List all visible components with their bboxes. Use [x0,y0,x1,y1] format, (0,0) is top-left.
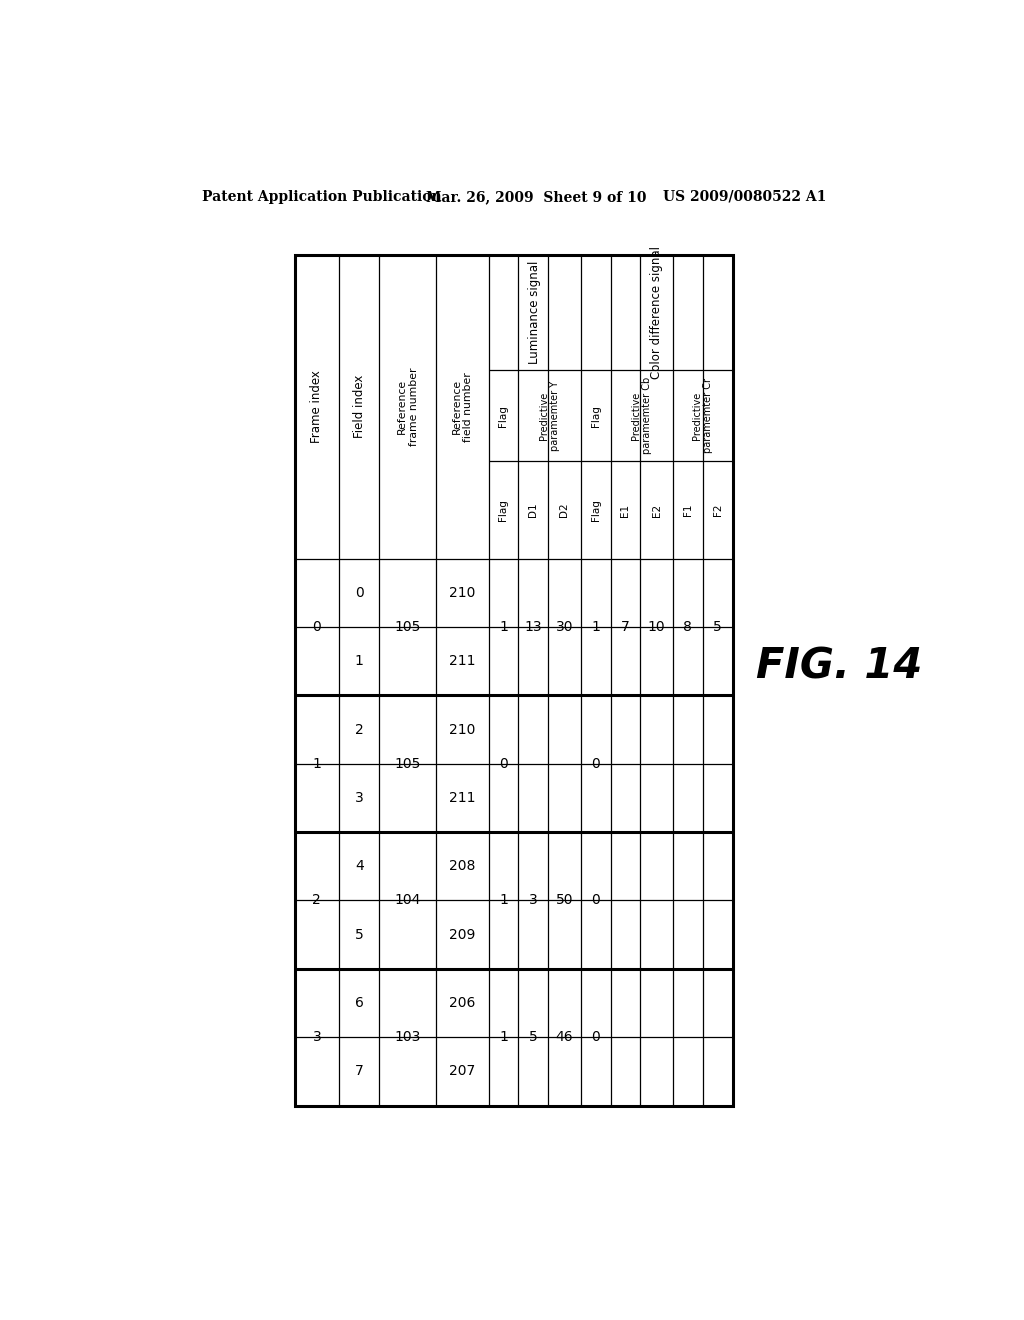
Text: Predictive
paramemter Cr: Predictive paramemter Cr [692,379,714,453]
Text: 1: 1 [499,620,508,634]
Text: Predictive
paramemter Y: Predictive paramemter Y [539,380,560,451]
Text: 5: 5 [529,1030,538,1044]
Text: Field index: Field index [352,375,366,438]
Text: 104: 104 [394,894,421,907]
Text: 7: 7 [355,1064,364,1078]
Text: Predictive
paramemter Cb: Predictive paramemter Cb [631,378,652,454]
Text: 4: 4 [355,859,364,874]
Text: 3: 3 [529,894,538,907]
Text: D1: D1 [528,503,539,517]
Text: Flag: Flag [499,499,509,521]
Text: 207: 207 [450,1064,475,1078]
Text: 1: 1 [499,1030,508,1044]
Text: F2: F2 [713,504,723,516]
Text: FIG. 14: FIG. 14 [756,645,923,688]
Text: 2: 2 [355,722,364,737]
Text: Flag: Flag [591,405,600,426]
Text: 206: 206 [450,997,475,1010]
Text: 210: 210 [450,586,475,601]
Text: E1: E1 [621,503,631,516]
Text: 5: 5 [355,928,364,941]
Text: 103: 103 [394,1030,421,1044]
Bar [295,255,732,1106]
Text: 211: 211 [449,655,475,668]
Text: 1: 1 [499,894,508,907]
Text: 0: 0 [591,894,600,907]
Text: 30: 30 [556,620,573,634]
Text: Flag: Flag [499,405,509,426]
Text: 3: 3 [355,791,364,805]
Text: Mar. 26, 2009  Sheet 9 of 10: Mar. 26, 2009 Sheet 9 of 10 [426,190,647,203]
Text: 13: 13 [524,620,542,634]
Text: 208: 208 [450,859,475,874]
Text: 211: 211 [449,791,475,805]
Text: Color difference signal: Color difference signal [650,246,664,379]
Text: 105: 105 [394,756,421,771]
Text: 1: 1 [591,620,600,634]
Text: D2: D2 [559,503,569,517]
Text: 0: 0 [312,620,322,634]
Text: 5: 5 [713,620,722,634]
Text: 46: 46 [556,1030,573,1044]
Text: Reference
field number: Reference field number [452,372,473,442]
Text: 0: 0 [591,1030,600,1044]
Text: 2: 2 [312,894,322,907]
Text: 105: 105 [394,620,421,634]
Text: Reference
frame number: Reference frame number [397,367,419,446]
Text: 0: 0 [499,756,508,771]
Text: 0: 0 [355,586,364,601]
Text: 1: 1 [312,756,322,771]
Text: 209: 209 [450,928,475,941]
Text: 50: 50 [556,894,573,907]
Text: US 2009/0080522 A1: US 2009/0080522 A1 [663,190,826,203]
Text: F1: F1 [683,504,692,516]
Text: 3: 3 [312,1030,322,1044]
Text: 0: 0 [591,756,600,771]
Text: 7: 7 [622,620,630,634]
Text: 10: 10 [648,620,666,634]
Text: E2: E2 [651,503,662,516]
Text: Flag: Flag [591,499,600,521]
Text: Patent Application Publication: Patent Application Publication [202,190,441,203]
Text: Frame index: Frame index [310,371,324,444]
Text: 210: 210 [450,722,475,737]
Text: 6: 6 [355,997,364,1010]
Text: Luminance signal: Luminance signal [528,261,541,364]
Text: 8: 8 [683,620,692,634]
Text: 1: 1 [355,655,364,668]
